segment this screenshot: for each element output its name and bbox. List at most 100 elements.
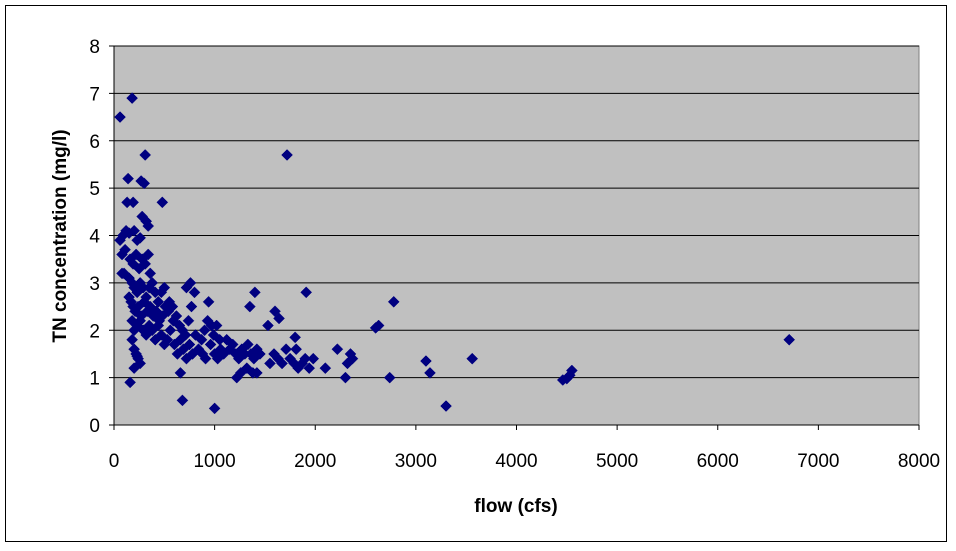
data-point	[158, 281, 171, 294]
data-point	[142, 220, 155, 232]
data-point	[300, 286, 313, 299]
y-tick-label: 0	[89, 416, 100, 437]
y-tick-label: 4	[89, 227, 100, 248]
data-point	[161, 333, 174, 346]
data-point	[254, 348, 266, 360]
data-point	[290, 343, 302, 356]
data-point	[273, 312, 285, 325]
data-point	[139, 149, 152, 161]
data-point	[139, 258, 152, 270]
x-tick-label: 8000	[898, 451, 940, 472]
y-axis-tick-labels: 0 1 2 3 4 5 6 7 8	[89, 37, 100, 437]
data-point	[262, 319, 274, 332]
data-point	[176, 394, 189, 407]
data-point	[565, 364, 578, 377]
x-tick-label: 0	[109, 451, 120, 472]
data-point	[783, 333, 796, 346]
data-point	[152, 295, 165, 308]
data-point	[280, 343, 292, 356]
data-point	[276, 357, 288, 370]
data-point	[164, 324, 177, 337]
data-point	[114, 111, 126, 123]
data-point	[331, 343, 344, 356]
data-point	[183, 338, 196, 351]
data-point	[198, 324, 211, 337]
data-point	[170, 310, 183, 322]
data-point	[226, 338, 239, 351]
data-point	[184, 277, 197, 289]
y-tick-label: 6	[89, 132, 100, 153]
y-tick-label: 3	[89, 274, 100, 295]
x-tick-label: 5000	[596, 451, 638, 472]
data-point	[142, 248, 155, 261]
data-point	[138, 177, 151, 190]
x-tick-label: 1000	[193, 451, 235, 472]
x-tick-label: 2000	[294, 451, 336, 472]
data-point	[264, 357, 276, 370]
data-point	[185, 300, 198, 313]
x-tick-label: 4000	[495, 451, 537, 472]
gridlines	[114, 45, 919, 379]
data-point	[134, 314, 147, 327]
y-axis-title: TN concentration (mg/l)	[50, 129, 71, 342]
y-tick-label: 5	[89, 179, 100, 200]
data-point	[289, 331, 301, 344]
data-point	[299, 352, 312, 365]
data-point	[182, 314, 195, 327]
data-point	[127, 196, 139, 209]
data-point	[166, 300, 179, 313]
y-tick-label: 2	[89, 321, 100, 342]
data-point	[303, 362, 316, 375]
data-point	[281, 149, 293, 161]
x-tick-label: 7000	[797, 451, 839, 472]
data-point	[202, 295, 215, 308]
data-point	[130, 248, 142, 261]
data-point	[205, 319, 218, 332]
data-point	[156, 196, 169, 209]
data-point	[208, 402, 221, 415]
data-point	[383, 371, 396, 384]
data-point	[346, 352, 359, 365]
y-tick-label: 1	[89, 369, 100, 390]
data-point	[339, 371, 352, 384]
data-point	[199, 352, 212, 365]
data-point	[146, 277, 159, 289]
data-point	[424, 367, 436, 379]
data-point	[119, 243, 131, 256]
data-point	[174, 333, 187, 346]
data-point	[243, 300, 256, 313]
data-point	[440, 400, 452, 412]
data-points	[114, 92, 796, 415]
data-point	[134, 232, 147, 244]
data-point	[128, 362, 140, 375]
data-point	[241, 338, 254, 351]
data-point	[251, 367, 263, 379]
x-axis-title: flow (cfs)	[474, 496, 557, 517]
data-point	[249, 286, 261, 299]
data-point	[144, 267, 157, 280]
data-point	[420, 355, 432, 367]
data-point	[126, 92, 138, 104]
data-point	[174, 367, 187, 379]
data-point	[128, 224, 140, 237]
data-point	[152, 319, 165, 332]
data-point	[131, 350, 143, 363]
data-point	[204, 338, 217, 351]
data-point	[372, 319, 385, 332]
x-tick-label: 3000	[395, 451, 437, 472]
data-point	[124, 376, 136, 389]
data-point	[195, 333, 208, 346]
y-tick-label: 8	[89, 37, 100, 58]
x-tick-label: 6000	[697, 451, 739, 472]
data-point	[466, 352, 479, 365]
data-point	[126, 333, 138, 346]
y-tick-label: 7	[89, 84, 100, 105]
x-axis-tick-labels: 0 1000 2000 3000 4000 5000 6000 7000 8000	[109, 451, 940, 472]
data-point	[307, 352, 320, 365]
data-point	[319, 362, 332, 375]
axes	[109, 45, 920, 430]
data-point	[188, 286, 201, 299]
data-point	[387, 295, 400, 308]
data-point	[122, 172, 134, 185]
